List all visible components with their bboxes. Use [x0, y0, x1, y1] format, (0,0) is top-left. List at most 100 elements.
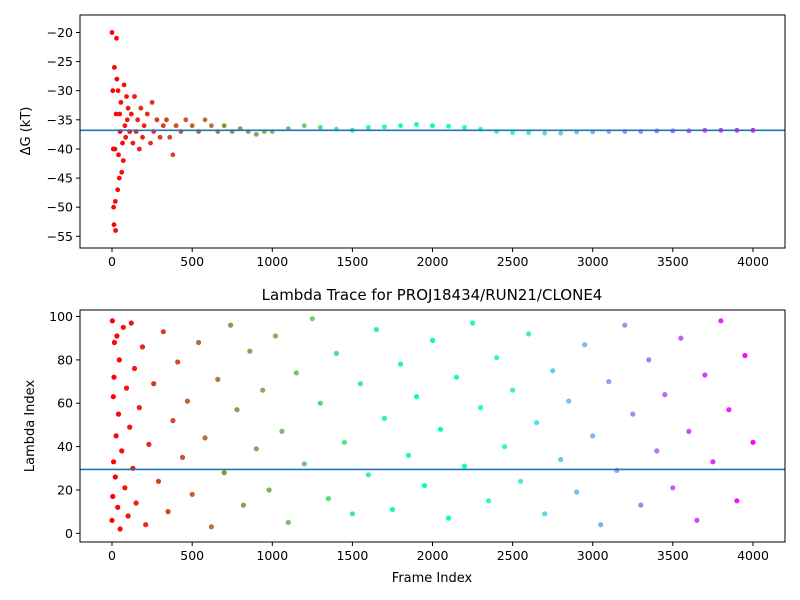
lambda-point [461, 463, 468, 469]
lambda-point [221, 470, 227, 476]
lambda-point [726, 407, 732, 413]
delta-g-point [526, 130, 531, 136]
delta-g-point [209, 123, 214, 129]
lambda-point [208, 524, 214, 530]
delta-g-point [164, 117, 169, 123]
lambda-point [131, 365, 138, 372]
delta-g-point [253, 132, 259, 137]
delta-g-point [110, 88, 116, 94]
delta-g-x-tick-label: 3000 [577, 254, 609, 269]
lambda-point [279, 428, 285, 434]
delta-g-panel: 0 500 1000 1500 2000 2500 3000 3500 4000 −55−50−… [19, 14, 786, 269]
delta-g-y-tick-label: −40 [47, 142, 73, 157]
lambda-point [558, 457, 564, 463]
lambda-point [389, 506, 395, 513]
delta-g-point [128, 111, 134, 117]
lambda-point [694, 517, 700, 523]
lambda-point [234, 407, 240, 413]
delta-g-point [124, 94, 129, 99]
lambda-point [301, 461, 307, 467]
lambda-point [115, 411, 122, 417]
lambda-y-tick-label: 60 [57, 396, 73, 411]
lambda-point [285, 519, 291, 526]
lambda-point [397, 361, 404, 367]
lambda-y-ticks: 0 20 40 60 80 100 [49, 309, 80, 541]
delta-g-x-tick-label: 1000 [256, 254, 288, 269]
lambda-point [114, 333, 120, 339]
lambda-point [509, 387, 516, 393]
lambda-point [175, 359, 181, 365]
delta-g-point [120, 158, 126, 164]
lambda-point [670, 485, 676, 491]
delta-g-point [141, 123, 147, 129]
lambda-point [170, 418, 176, 424]
lambda-point [606, 379, 612, 385]
lambda-y-tick-label: 40 [57, 439, 73, 454]
delta-g-point [510, 130, 515, 136]
lambda-point [526, 331, 532, 337]
delta-g-x-ticks: 0 500 1000 1500 2000 2500 3000 3500 4000 [108, 248, 769, 269]
lambda-point [196, 339, 202, 346]
delta-g-plot-area [80, 15, 785, 248]
lambda-point [110, 493, 116, 500]
delta-g-point [446, 123, 451, 129]
lambda-point [113, 433, 119, 439]
lambda-point [127, 424, 133, 430]
lambda-point [215, 376, 221, 382]
delta-g-y-tick-label: −35 [47, 112, 73, 127]
lambda-x-tick-label: 2000 [417, 548, 449, 563]
lambda-point [117, 526, 123, 532]
lambda-x-tick-label: 0 [108, 548, 116, 563]
lambda-point [686, 428, 692, 434]
delta-g-point [189, 123, 195, 129]
lambda-point [486, 498, 492, 504]
lambda-point [272, 333, 279, 339]
lambda-point [146, 441, 152, 447]
lambda-point [445, 515, 452, 521]
lambda-point [333, 350, 339, 356]
lambda-point [341, 439, 347, 445]
lambda-point [116, 357, 122, 363]
delta-g-point [173, 123, 179, 129]
lambda-point [381, 415, 387, 421]
lambda-point [742, 352, 748, 359]
delta-g-y-tick-label: −45 [47, 171, 73, 186]
delta-g-point [160, 123, 166, 129]
delta-g-point [135, 117, 141, 123]
delta-g-point [125, 105, 131, 111]
lambda-point [349, 511, 355, 517]
lambda-point [574, 489, 580, 495]
delta-g-point [301, 123, 307, 129]
delta-g-point [136, 146, 142, 152]
lambda-point [111, 339, 117, 346]
lambda-point [155, 478, 162, 484]
delta-g-point [132, 94, 137, 99]
lambda-point [437, 426, 444, 432]
delta-g-x-tick-label: 3500 [657, 254, 689, 269]
lambda-point [133, 500, 139, 506]
delta-g-x-tick-label: 0 [108, 254, 116, 269]
lambda-xlabel: Frame Index [392, 571, 473, 586]
delta-g-point [138, 105, 144, 111]
delta-g-point [317, 125, 323, 130]
delta-g-point [430, 123, 435, 129]
lambda-point [325, 496, 331, 502]
delta-g-point [112, 199, 118, 204]
lambda-point [151, 381, 157, 387]
delta-g-point [121, 82, 127, 88]
lambda-point [247, 348, 253, 354]
lambda-x-ticks: 0 500 1000 1500 2000 2500 3000 3500 4000 [108, 542, 769, 563]
delta-g-point [111, 204, 116, 210]
lambda-point [582, 342, 588, 348]
delta-g-point [114, 35, 119, 41]
delta-g-point [116, 152, 121, 158]
delta-g-y-tick-label: −25 [47, 54, 73, 69]
delta-g-x-tick-label: 2500 [497, 254, 529, 269]
delta-g-point [144, 111, 150, 117]
lambda-point [622, 322, 628, 328]
lambda-point [421, 483, 428, 489]
lambda-plot-area [80, 310, 785, 542]
lambda-x-tick-label: 1500 [336, 548, 368, 563]
lambda-point [453, 374, 460, 380]
lambda-point [734, 498, 740, 504]
